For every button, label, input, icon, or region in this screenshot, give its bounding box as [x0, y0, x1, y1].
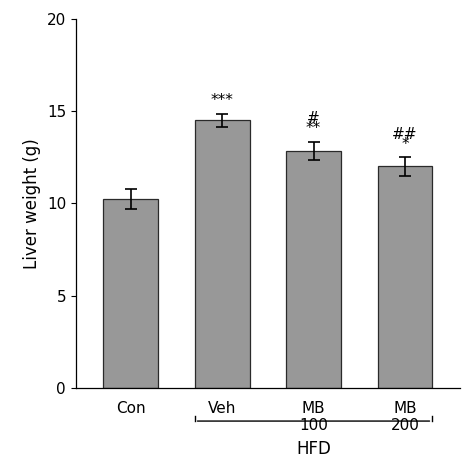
Bar: [377, 166, 432, 388]
Bar: [103, 199, 158, 388]
Text: *: *: [401, 137, 409, 152]
Y-axis label: Liver weight (g): Liver weight (g): [23, 138, 41, 269]
Bar: [286, 151, 341, 388]
Text: **: **: [306, 121, 321, 136]
Bar: [195, 121, 249, 388]
Text: ***: ***: [210, 93, 234, 108]
Text: #: #: [307, 111, 320, 126]
Text: HFD: HFD: [296, 439, 331, 457]
Text: ##: ##: [392, 127, 418, 141]
